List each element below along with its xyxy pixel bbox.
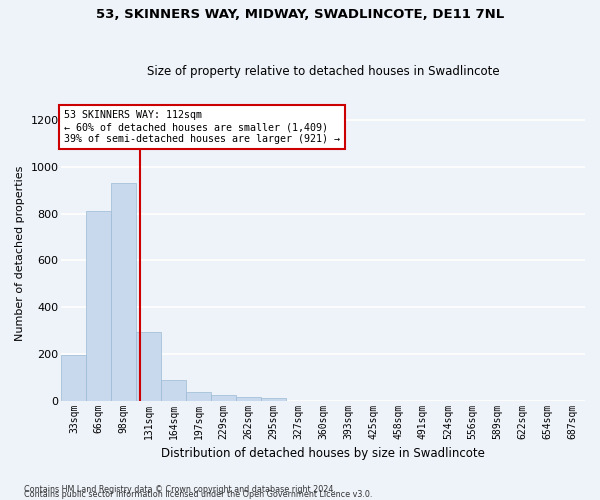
Y-axis label: Number of detached properties: Number of detached properties xyxy=(15,166,25,341)
Text: 53, SKINNERS WAY, MIDWAY, SWADLINCOTE, DE11 7NL: 53, SKINNERS WAY, MIDWAY, SWADLINCOTE, D… xyxy=(96,8,504,20)
Bar xyxy=(61,355,86,401)
Bar xyxy=(186,392,211,400)
Text: 53 SKINNERS WAY: 112sqm
← 60% of detached houses are smaller (1,409)
39% of semi: 53 SKINNERS WAY: 112sqm ← 60% of detache… xyxy=(64,110,340,144)
Text: Contains HM Land Registry data © Crown copyright and database right 2024.: Contains HM Land Registry data © Crown c… xyxy=(24,484,336,494)
Bar xyxy=(261,398,286,400)
Bar xyxy=(211,396,236,400)
Text: Contains public sector information licensed under the Open Government Licence v3: Contains public sector information licen… xyxy=(24,490,373,499)
Bar xyxy=(136,332,161,400)
X-axis label: Distribution of detached houses by size in Swadlincote: Distribution of detached houses by size … xyxy=(161,447,485,460)
Bar xyxy=(236,397,261,400)
Bar xyxy=(161,380,186,400)
Title: Size of property relative to detached houses in Swadlincote: Size of property relative to detached ho… xyxy=(147,66,500,78)
Bar xyxy=(86,212,112,400)
Bar xyxy=(112,183,136,400)
